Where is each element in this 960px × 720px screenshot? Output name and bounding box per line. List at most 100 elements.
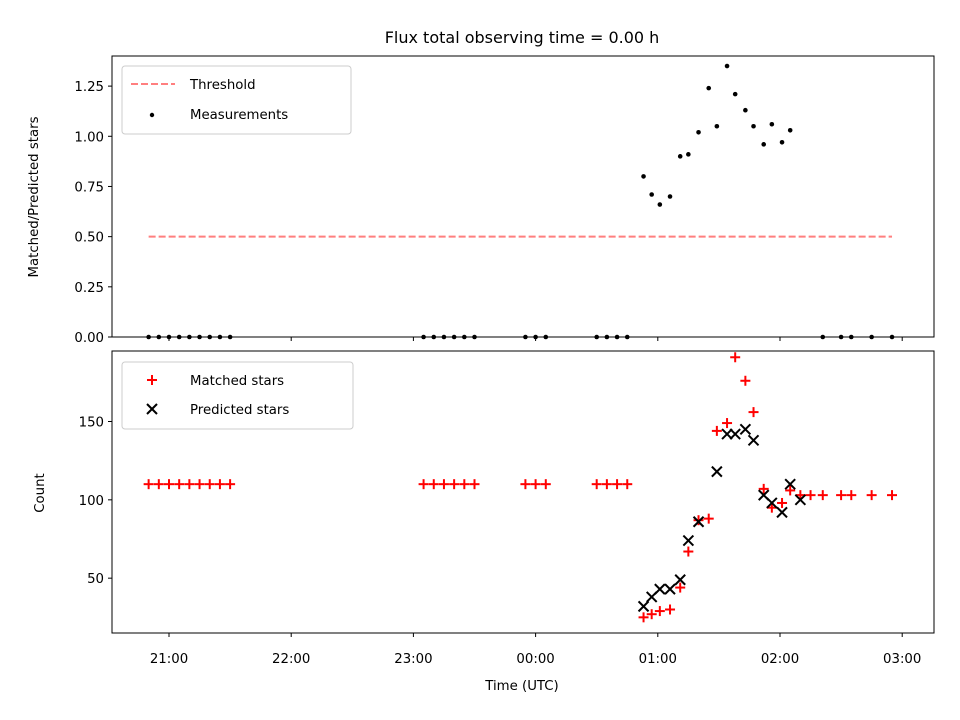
matched-star-point [846,490,857,501]
top-legend-box [121,65,352,135]
matched-star-point [540,479,551,490]
legend-predicted-swatch [146,403,158,415]
x-axis-label: Time (UTC) [484,679,559,694]
bottom-y-tick-label: 150 [79,416,104,431]
matched-star-point [654,606,665,617]
bottom-legend: Matched stars Predicted stars [121,361,354,430]
matched-star-point [204,479,215,490]
top-legend: Threshold Measurements [121,65,352,135]
measurement-point [667,194,673,199]
bottom-ylabel: Count [33,473,48,513]
matched-star-point [785,485,796,496]
matched-star-point [164,479,174,490]
x-tick-label: 21:00 [150,652,188,667]
measurement-point [686,152,691,157]
matched-star-point [612,479,623,490]
matched-star-point [469,479,480,490]
x-tick-label: 00:00 [516,652,554,667]
predicted-star-point [739,423,752,436]
matched-star-point [887,490,898,501]
matched-star-point [520,479,531,490]
measurement-point [779,140,785,145]
legend-matched-label: Matched stars [190,374,284,389]
matched-star-point [638,612,649,623]
matched-star-point [428,479,439,490]
matched-star-point [418,479,429,490]
matched-star-point [665,604,676,615]
matched-star-point [703,513,714,524]
top-plot-area: 0.00 0.25 0.50 0.75 1.00 1.25 [74,63,895,346]
bottom-y-tick-label: 50 [87,572,104,587]
predicted-star-point [711,465,723,478]
top-axes-frame [111,55,935,338]
x-axis-ticks: 21:00 22:00 23:00 00:00 01:00 02:00 03:00 [150,337,921,667]
measurement-point [724,63,730,69]
x-tick-label: 01:00 [639,652,677,667]
matched-star-point [449,479,460,490]
matched-star-point [836,490,847,501]
predicted-star-point [766,497,778,509]
predicted-star-point [637,600,650,613]
matched-star-point [174,479,185,490]
measurement-point [649,192,654,197]
matched-star-point [758,483,769,494]
measurement-point [751,123,756,129]
x-tick-label: 02:00 [761,652,799,667]
measurement-point [641,174,646,179]
top-y-tick-label: 0.00 [74,331,104,346]
predicted-star-point [682,534,695,547]
matched-star-point [194,479,205,490]
bottom-y-tick-label: 100 [79,494,104,509]
legend-threshold-label: Threshold [189,78,256,93]
predicted-star-point [674,574,686,586]
x-tick-label: 03:00 [883,652,921,667]
matched-star-point [730,352,741,363]
matched-star-point [740,375,751,386]
matched-star-point [711,425,722,436]
matched-star-point [622,479,633,490]
matched-star-point [748,407,759,418]
measurement-point [714,123,720,129]
measurement-point [677,154,683,159]
matched-star-point [459,479,470,490]
top-y-tick-label: 0.50 [74,231,104,246]
x-tick-label: 23:00 [394,652,432,667]
predicted-star-point [692,516,705,528]
bottom-plot-area: 50 100 150 [79,352,898,623]
bottom-legend-box [121,361,354,430]
measurement-point [769,121,775,127]
matched-star-point [601,479,612,490]
predicted-star-point [776,506,788,519]
top-panel: Matched/Predicted stars 0.00 0.25 0.50 0.75… [27,55,935,346]
x-tick-label: 22:00 [272,652,310,667]
measurement-point [761,142,767,147]
measurement-point [743,107,748,113]
predicted-star-point [794,494,807,506]
top-y-tick-label: 0.25 [74,281,104,296]
matched-star-point [153,479,164,490]
matched-star-point [866,490,877,501]
predicted-star-point [747,434,760,447]
legend-measurements-label: Measurements [190,108,288,123]
measurement-point [657,202,663,207]
matched-star-point [225,479,236,490]
legend-measurements-swatch [149,112,155,118]
matched-star-point [214,479,225,490]
predicted-star-point [784,478,796,490]
legend-matched-swatch [147,375,157,385]
bottom-panel: Count 50 100 150 Matched stars Predicted s… [33,350,935,634]
matched-star-point [805,490,816,501]
chart-title: Flux total observing time = 0.00 h [385,28,660,47]
predicted-star-point [664,583,676,595]
measurement-point [696,129,701,135]
top-y-tick-label: 1.25 [74,80,104,95]
measurement-point [732,91,738,97]
bottom-axes-frame [111,350,935,634]
predicted-star-point [729,428,741,440]
legend-predicted-label: Predicted stars [190,403,289,418]
measurement-point [787,127,793,133]
matched-star-point [438,479,449,490]
matched-star-point [777,497,788,508]
matched-star-point [143,479,154,490]
